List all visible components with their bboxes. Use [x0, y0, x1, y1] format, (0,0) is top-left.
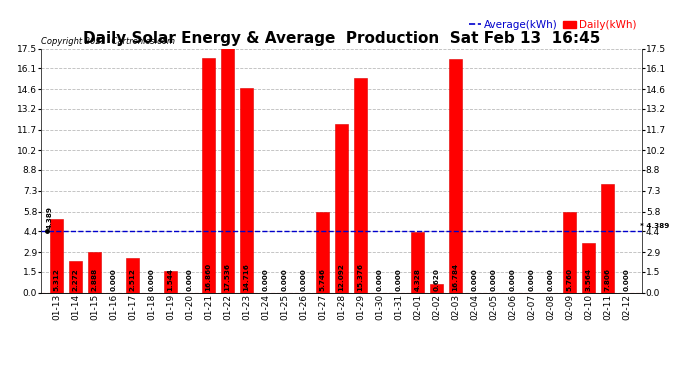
Bar [582, 243, 595, 292]
Text: 0.000: 0.000 [186, 268, 193, 291]
Text: 5.312: 5.312 [54, 268, 59, 291]
Text: 0.000: 0.000 [395, 268, 402, 291]
Bar [126, 258, 139, 292]
Text: 4.328: 4.328 [415, 268, 420, 291]
Bar [50, 219, 63, 292]
Bar [601, 184, 614, 292]
Text: 0.000: 0.000 [624, 268, 629, 291]
Bar [430, 284, 443, 292]
Text: 0.000: 0.000 [471, 268, 477, 291]
Text: 0.000: 0.000 [110, 268, 117, 291]
Text: 5.760: 5.760 [566, 268, 573, 291]
Bar [449, 59, 462, 292]
Text: 0.000: 0.000 [548, 268, 553, 291]
Text: 12.092: 12.092 [339, 264, 344, 291]
Bar [164, 271, 177, 292]
Text: 15.376: 15.376 [357, 263, 364, 291]
Text: 7.806: 7.806 [604, 268, 611, 291]
Text: 0.000: 0.000 [491, 268, 497, 291]
Bar [563, 212, 576, 292]
Bar [316, 213, 329, 292]
Text: 17.536: 17.536 [224, 263, 230, 291]
Text: 0.000: 0.000 [529, 268, 535, 291]
Text: 0.620: 0.620 [433, 268, 440, 291]
Text: 0.000: 0.000 [301, 268, 306, 291]
Text: 3.564: 3.564 [586, 268, 591, 291]
Text: 0.000: 0.000 [148, 268, 155, 291]
Bar [221, 48, 234, 292]
Text: 16.784: 16.784 [453, 263, 459, 291]
Text: 0.000: 0.000 [377, 268, 382, 291]
Text: 2.272: 2.272 [72, 268, 79, 291]
Text: 2.888: 2.888 [92, 268, 97, 291]
Bar [69, 261, 82, 292]
Text: 16.860: 16.860 [206, 263, 212, 291]
Bar [202, 58, 215, 292]
Bar [354, 78, 367, 292]
Text: 0.000: 0.000 [263, 268, 268, 291]
Legend: Average(kWh), Daily(kWh): Average(kWh), Daily(kWh) [469, 20, 636, 30]
Text: 1.544: 1.544 [168, 268, 174, 291]
Text: 0.000: 0.000 [509, 268, 515, 291]
Text: 4.389: 4.389 [47, 206, 53, 229]
Text: 0.000: 0.000 [282, 268, 288, 291]
Bar [240, 87, 253, 292]
Bar [411, 232, 424, 292]
Bar [88, 252, 101, 292]
Text: 2.512: 2.512 [130, 268, 135, 291]
Text: Copyright 2021  Cartronics.com: Copyright 2021 Cartronics.com [41, 38, 175, 46]
Text: * 4.389: * 4.389 [640, 223, 669, 229]
Text: 5.746: 5.746 [319, 268, 326, 291]
Text: 14.716: 14.716 [244, 264, 250, 291]
Bar [335, 124, 348, 292]
Title: Daily Solar Energy & Average  Production  Sat Feb 13  16:45: Daily Solar Energy & Average Production … [83, 31, 600, 46]
